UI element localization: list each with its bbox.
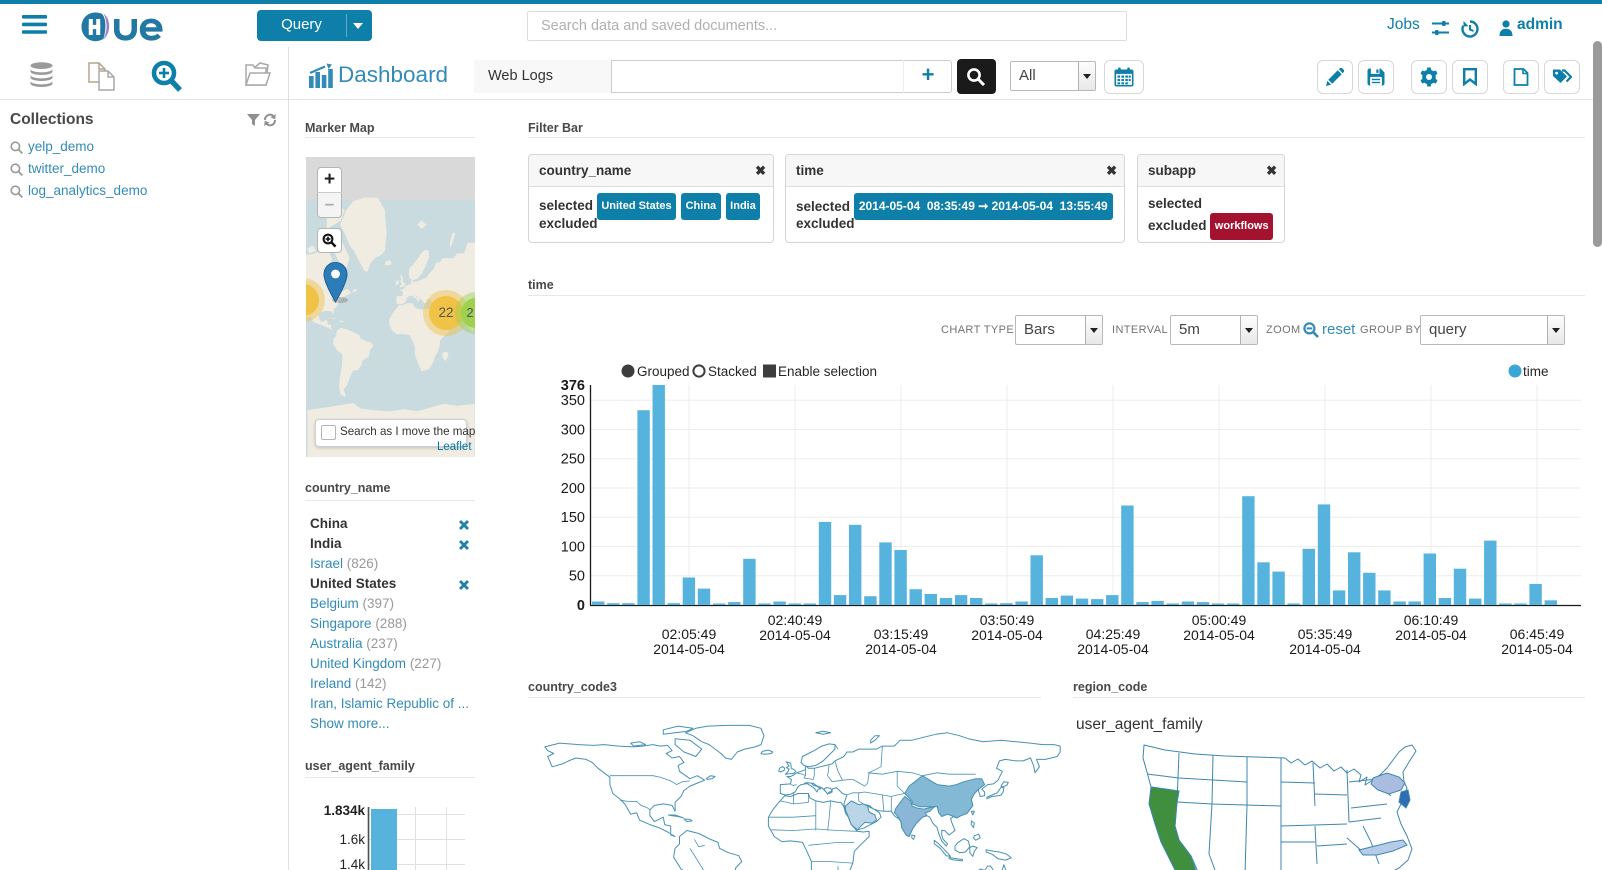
svg-text:2014-05-04: 2014-05-04 xyxy=(865,641,937,657)
svg-text:1.834k: 1.834k xyxy=(324,803,366,818)
svg-text:02:05:49: 02:05:49 xyxy=(662,626,717,642)
svg-text:Stacked: Stacked xyxy=(708,364,757,379)
svg-text:06:45:49: 06:45:49 xyxy=(1510,626,1565,642)
svg-text:2014-05-04: 2014-05-04 xyxy=(1183,627,1255,643)
svg-text:150: 150 xyxy=(561,510,585,526)
svg-text:2014-05-04: 2014-05-04 xyxy=(1077,641,1149,657)
svg-text:300: 300 xyxy=(561,423,585,439)
svg-text:2014-05-04: 2014-05-04 xyxy=(653,641,725,657)
svg-text:376: 376 xyxy=(561,378,585,394)
svg-text:350: 350 xyxy=(561,393,585,409)
svg-text:2014-05-04: 2014-05-04 xyxy=(759,627,831,643)
svg-text:50: 50 xyxy=(569,569,585,585)
svg-text:0: 0 xyxy=(577,598,585,614)
svg-text:03:15:49: 03:15:49 xyxy=(874,626,929,642)
svg-text:05:00:49: 05:00:49 xyxy=(1192,612,1247,628)
svg-text:2014-05-04: 2014-05-04 xyxy=(1501,641,1573,657)
svg-text:Enable selection: Enable selection xyxy=(778,364,877,379)
svg-text:04:25:49: 04:25:49 xyxy=(1086,626,1141,642)
svg-text:05:35:49: 05:35:49 xyxy=(1298,626,1353,642)
svg-text:1.6k: 1.6k xyxy=(339,832,365,847)
svg-text:250: 250 xyxy=(561,452,585,468)
svg-text:03:50:49: 03:50:49 xyxy=(980,612,1035,628)
svg-text:2014-05-04: 2014-05-04 xyxy=(1395,627,1467,643)
svg-text:02:40:49: 02:40:49 xyxy=(768,612,823,628)
svg-text:2014-05-04: 2014-05-04 xyxy=(1289,641,1361,657)
svg-text:100: 100 xyxy=(561,540,585,556)
svg-text:06:10:49: 06:10:49 xyxy=(1404,612,1459,628)
svg-text:200: 200 xyxy=(561,481,585,497)
svg-text:1.4k: 1.4k xyxy=(339,857,365,870)
svg-text:time: time xyxy=(1523,364,1549,379)
svg-text:2014-05-04: 2014-05-04 xyxy=(971,627,1043,643)
svg-text:Grouped: Grouped xyxy=(637,364,690,379)
